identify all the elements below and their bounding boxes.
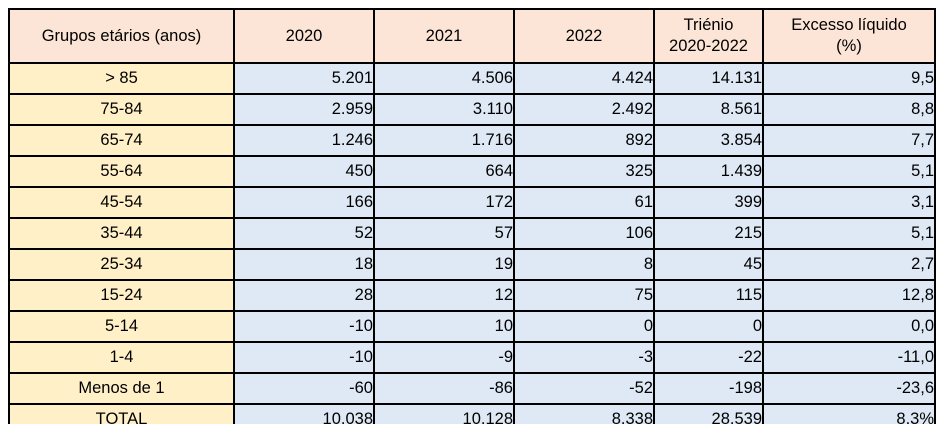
triennium-cell: -22 [653,341,764,374]
age-group-cell: 15-24 [8,279,235,312]
age-group-cell: 5-14 [8,310,235,343]
value-2020-cell: 5.201 [233,62,375,95]
net-excess-cell: 9,5 [762,62,936,95]
net-excess-cell: 3,1 [762,186,936,219]
net-excess-cell: 8,8 [762,93,936,126]
value-2021-cell: 664 [373,155,515,188]
net-excess-cell: 5,1 [762,217,936,250]
column-header-triennium-line2: 2020-2022 [669,37,748,55]
table-row: 75-84 2.959 3.110 2.492 8.561 8,8 [8,93,936,126]
age-groups-excess-table: Grupos etários (anos) 2020 2021 2022 Tri… [8,8,936,424]
table-row: 45-54 166 172 61 399 3,1 [8,186,936,219]
value-2021-cell: 10 [373,310,515,343]
table-row: 15-24 28 12 75 115 12,8 [8,279,936,312]
column-header-age-groups: Grupos etários (anos) [8,8,235,64]
value-2022-cell: 892 [513,124,655,157]
net-excess-cell: 2,7 [762,248,936,281]
age-group-cell: > 85 [8,62,235,95]
total-triennium-cell: 28.539 [653,403,764,424]
value-2021-cell: -9 [373,341,515,374]
value-2020-cell: 18 [233,248,375,281]
value-2020-cell: -10 [233,310,375,343]
table-row: > 85 5.201 4.506 4.424 14.131 9,5 [8,62,936,95]
triennium-cell: 115 [653,279,764,312]
value-2022-cell: 0 [513,310,655,343]
net-excess-cell: -11,0 [762,341,936,374]
table-row: 5-14 -10 10 0 0 0,0 [8,310,936,343]
column-header-net-excess-line2: (%) [836,37,862,55]
value-2021-cell: -86 [373,372,515,405]
value-2020-cell: 28 [233,279,375,312]
value-2021-cell: 57 [373,217,515,250]
table-row: 1-4 -10 -9 -3 -22 -11,0 [8,341,936,374]
header-row: Grupos etários (anos) 2020 2021 2022 Tri… [8,8,936,64]
value-2022-cell: 2.492 [513,93,655,126]
total-2020-cell: 10.038 [233,403,375,424]
net-excess-cell: 12,8 [762,279,936,312]
value-2020-cell: 1.246 [233,124,375,157]
table-row: 55-64 450 664 325 1.439 5,1 [8,155,936,188]
value-2021-cell: 4.506 [373,62,515,95]
column-header-2022: 2022 [513,8,655,64]
triennium-cell: 45 [653,248,764,281]
total-label-cell: TOTAL [8,403,235,424]
table-row: 25-34 18 19 8 45 2,7 [8,248,936,281]
table-row-total: TOTAL 10.038 10.128 8.338 28.539 8,3% [8,403,936,424]
value-2021-cell: 19 [373,248,515,281]
value-2021-cell: 172 [373,186,515,219]
value-2020-cell: 2.959 [233,93,375,126]
value-2020-cell: 52 [233,217,375,250]
value-2021-cell: 12 [373,279,515,312]
net-excess-cell: 7,7 [762,124,936,157]
triennium-cell: 215 [653,217,764,250]
table-row: Menos de 1 -60 -86 -52 -198 -23,6 [8,372,936,405]
triennium-cell: -198 [653,372,764,405]
total-2021-cell: 10.128 [373,403,515,424]
triennium-cell: 399 [653,186,764,219]
net-excess-cell: 5,1 [762,155,936,188]
age-group-cell: 1-4 [8,341,235,374]
total-net-excess-cell: 8,3% [762,403,936,424]
triennium-cell: 0 [653,310,764,343]
value-2022-cell: -3 [513,341,655,374]
value-2020-cell: -10 [233,341,375,374]
value-2022-cell: 325 [513,155,655,188]
triennium-cell: 1.439 [653,155,764,188]
age-group-cell: 55-64 [8,155,235,188]
value-2022-cell: -52 [513,372,655,405]
column-header-triennium-line1: Triénio [683,16,734,35]
column-header-2021: 2021 [373,8,515,64]
column-header-triennium: Triénio 2020-2022 [653,8,764,64]
age-group-cell: 35-44 [8,217,235,250]
value-2022-cell: 8 [513,248,655,281]
value-2022-cell: 61 [513,186,655,219]
value-2020-cell: -60 [233,372,375,405]
age-group-cell: 45-54 [8,186,235,219]
triennium-cell: 8.561 [653,93,764,126]
value-2022-cell: 106 [513,217,655,250]
value-2020-cell: 450 [233,155,375,188]
age-group-cell: 75-84 [8,93,235,126]
net-excess-cell: -23,6 [762,372,936,405]
value-2022-cell: 75 [513,279,655,312]
column-header-net-excess: Excesso líquido (%) [762,8,936,64]
age-group-cell: 25-34 [8,248,235,281]
net-excess-cell: 0,0 [762,310,936,343]
table-row: 65-74 1.246 1.716 892 3.854 7,7 [8,124,936,157]
value-2022-cell: 4.424 [513,62,655,95]
value-2021-cell: 1.716 [373,124,515,157]
table-row: 35-44 52 57 106 215 5,1 [8,217,936,250]
column-header-net-excess-line1: Excesso líquido [791,16,907,35]
column-header-2020: 2020 [233,8,375,64]
age-group-cell: Menos de 1 [8,372,235,405]
triennium-cell: 3.854 [653,124,764,157]
value-2020-cell: 166 [233,186,375,219]
age-group-cell: 65-74 [8,124,235,157]
triennium-cell: 14.131 [653,62,764,95]
value-2021-cell: 3.110 [373,93,515,126]
total-2022-cell: 8.338 [513,403,655,424]
